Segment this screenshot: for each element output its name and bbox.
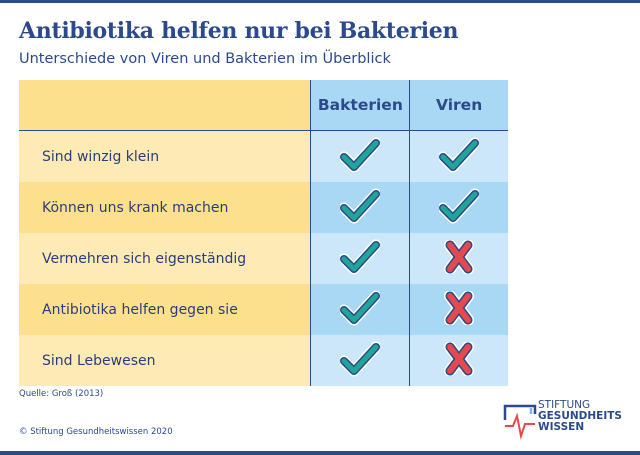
row-label: Können uns krank machen (19, 182, 311, 233)
header-empty-cell (19, 80, 311, 130)
table-row: Vermehren sich eigenständig (19, 233, 508, 284)
bottom-bar (0, 451, 640, 455)
checkmark-icon (338, 188, 382, 228)
row-label: Sind Lebewesen (19, 335, 311, 386)
source-note: Quelle: Groß (2013) (19, 389, 104, 399)
row-label: Antibiotika helfen gegen sie (19, 284, 311, 335)
checkmark-icon (338, 239, 382, 279)
cross-icon (444, 238, 475, 278)
viren-cell (409, 182, 508, 233)
checkmark-icon (338, 290, 382, 330)
viren-cell (409, 131, 508, 182)
viren-cell (409, 233, 508, 284)
checkmark-icon (437, 188, 481, 228)
logo-text: STIFTUNG GESUNDHEITS WISSEN (538, 399, 622, 433)
header-viren: Viren (409, 80, 508, 130)
stiftung-logo: STIFTUNG GESUNDHEITS WISSEN (503, 400, 633, 440)
cross-icon (444, 340, 475, 380)
row-label: Sind winzig klein (19, 131, 311, 182)
bakterien-cell (310, 284, 410, 335)
table-header-row: Bakterien Viren (19, 80, 508, 131)
viren-cell (409, 284, 508, 335)
comparison-table: Bakterien Viren Sind winzig klein Können … (19, 80, 508, 386)
copyright-note: © Stiftung Gesundheitswissen 2020 (19, 427, 173, 437)
bakterien-cell (310, 182, 410, 233)
page-title: Antibiotika helfen nur bei Bakterien (19, 18, 459, 44)
bakterien-cell (310, 131, 410, 182)
table-row: Antibiotika helfen gegen sie (19, 284, 508, 335)
viren-cell (409, 335, 508, 386)
cross-icon (444, 289, 475, 329)
page-subtitle: Unterschiede von Viren und Bakterien im … (19, 51, 391, 67)
table-row: Sind Lebewesen (19, 335, 508, 386)
top-bar (0, 0, 640, 3)
checkmark-icon (338, 341, 382, 381)
bakterien-cell (310, 335, 410, 386)
table-row: Sind winzig klein (19, 131, 508, 182)
table-row: Können uns krank machen (19, 182, 508, 233)
header-bakterien: Bakterien (310, 80, 410, 130)
heartbeat-logo-icon (503, 404, 537, 440)
row-label: Vermehren sich eigenständig (19, 233, 311, 284)
checkmark-icon (437, 137, 481, 177)
bakterien-cell (310, 233, 410, 284)
checkmark-icon (338, 137, 382, 177)
